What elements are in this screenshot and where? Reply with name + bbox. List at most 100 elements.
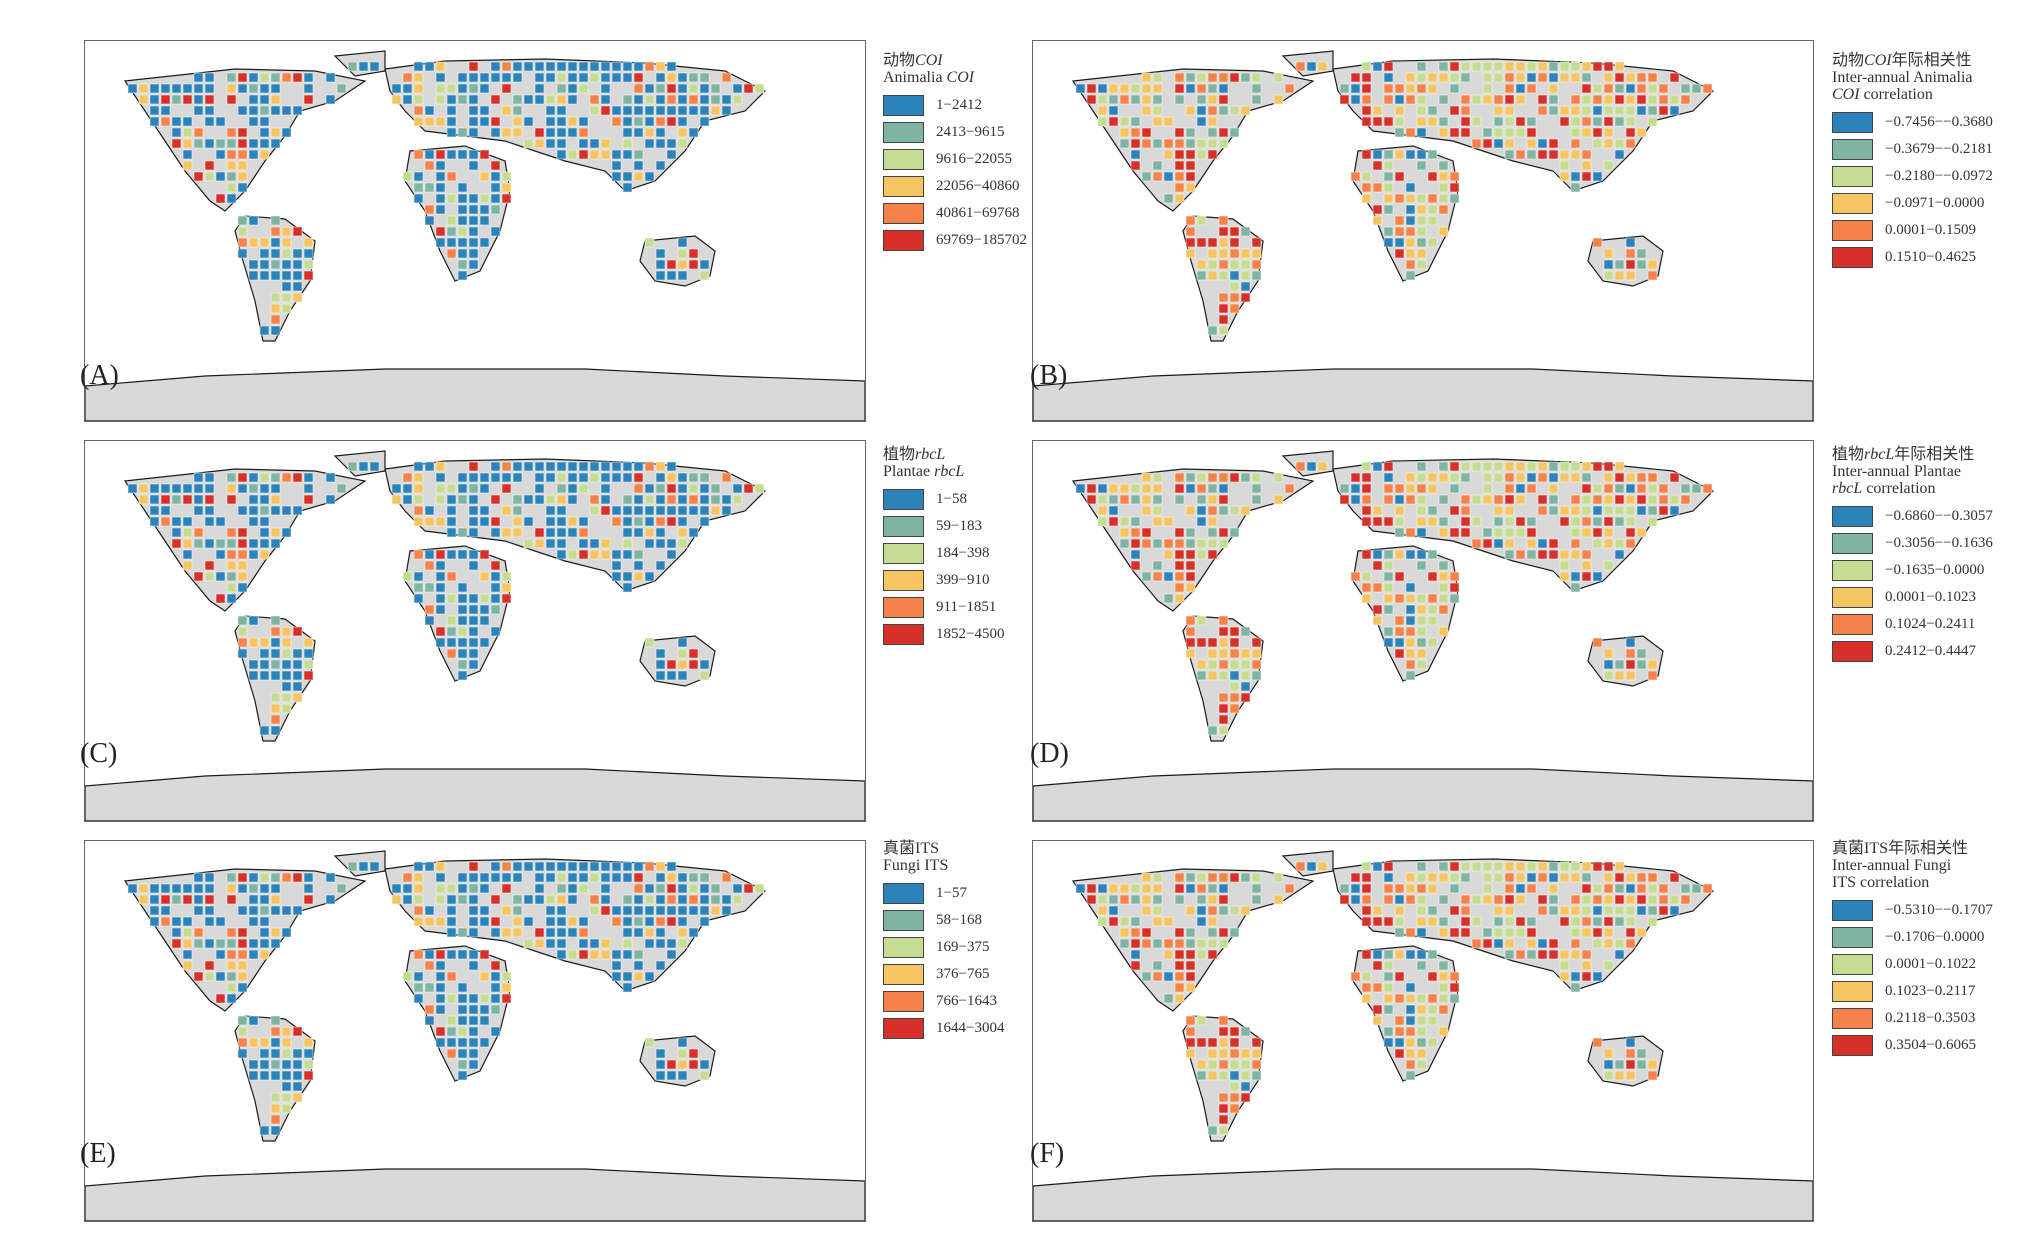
grid-cell (270, 248, 281, 259)
grid-cell (1581, 861, 1592, 872)
grid-cell (512, 105, 523, 116)
grid-cell (1625, 516, 1636, 527)
grid-cell (567, 916, 578, 927)
legend-swatch (1832, 900, 1873, 921)
grid-cell (1119, 927, 1130, 938)
grid-cell (1130, 149, 1141, 160)
grid-cell (1108, 105, 1119, 116)
grid-cell (545, 127, 556, 138)
grid-cell (226, 938, 237, 949)
grid-cell (1548, 149, 1559, 160)
grid-cell (1130, 116, 1141, 127)
grid-cell (402, 171, 413, 182)
grid-cell (523, 516, 534, 527)
grid-cell (1592, 494, 1603, 505)
grid-cell (259, 538, 270, 549)
grid-cell (391, 94, 402, 105)
grid-cell (633, 83, 644, 94)
grid-cell (1383, 894, 1394, 905)
grid-cell (567, 516, 578, 527)
grid-cell (1119, 883, 1130, 894)
grid-cell (1218, 1037, 1229, 1048)
grid-cell (688, 905, 699, 916)
grid-cell (578, 527, 589, 538)
grid-cell (1625, 894, 1636, 905)
grid-cell (699, 472, 710, 483)
grid-cell (1174, 182, 1185, 193)
grid-cell (1130, 938, 1141, 949)
grid-cell (1504, 938, 1515, 949)
grid-cell (1240, 226, 1251, 237)
grid-cell (248, 516, 259, 527)
grid-cell (1427, 472, 1438, 483)
legend-item: 59−183 (883, 513, 1004, 540)
grid-cell (270, 314, 281, 325)
grid-cell (215, 171, 226, 182)
grid-cell (1669, 105, 1680, 116)
grid-cell (1658, 483, 1669, 494)
grid-cell (1493, 505, 1504, 516)
grid-cell (1405, 1059, 1416, 1070)
grid-cell (1504, 916, 1515, 927)
grid-cell (1119, 138, 1130, 149)
grid-cell (1438, 960, 1449, 971)
grid-cell (237, 938, 248, 949)
grid-cell (534, 461, 545, 472)
grid-cell (644, 861, 655, 872)
grid-cell (270, 670, 281, 681)
grid-cell (1229, 259, 1240, 270)
grid-cell (578, 938, 589, 949)
grid-cell (1207, 116, 1218, 127)
grid-cell (1680, 894, 1691, 905)
grid-cell (270, 905, 281, 916)
grid-cell (160, 883, 171, 894)
grid-cell (1218, 1070, 1229, 1081)
grid-cell (303, 648, 314, 659)
legend-item: −0.7456−−0.3680 (1832, 109, 1993, 136)
grid-cell (501, 472, 512, 483)
grid-cell (457, 593, 468, 604)
grid-cell (589, 461, 600, 472)
grid-cell (281, 1059, 292, 1070)
grid-cell (1647, 1070, 1658, 1081)
grid-cell (226, 538, 237, 549)
grid-cell (622, 527, 633, 538)
legend-swatch (883, 570, 924, 591)
grid-cell (1570, 105, 1581, 116)
grid-cell (611, 861, 622, 872)
grid-cell (270, 538, 281, 549)
grid-cell (1141, 72, 1152, 83)
grid-cell (1537, 861, 1548, 872)
grid-cell (611, 472, 622, 483)
grid-cell (413, 993, 424, 1004)
grid-cell (666, 94, 677, 105)
grid-cell (523, 938, 534, 949)
grid-cell (1416, 993, 1427, 1004)
grid-cell (556, 516, 567, 527)
grid-cell (644, 483, 655, 494)
grid-cell (402, 72, 413, 83)
grid-cell (1207, 1070, 1218, 1081)
grid-cell (1405, 604, 1416, 615)
grid-cell (1229, 472, 1240, 483)
grid-cell (193, 905, 204, 916)
grid-cell (1625, 1037, 1636, 1048)
grid-cell (567, 549, 578, 560)
grid-cell (1405, 593, 1416, 604)
grid-cell (468, 1004, 479, 1015)
grid-cell (1625, 494, 1636, 505)
grid-cell (622, 138, 633, 149)
grid-cell (1141, 527, 1152, 538)
grid-cell (1570, 971, 1581, 982)
grid-cell (413, 982, 424, 993)
grid-cell (611, 160, 622, 171)
grid-cell (1185, 1048, 1196, 1059)
grid-cell (1306, 861, 1317, 872)
grid-cell (633, 461, 644, 472)
grid-cell (1229, 659, 1240, 670)
grid-cell (644, 637, 655, 648)
grid-cell (1592, 916, 1603, 927)
grid-cell (193, 494, 204, 505)
grid-cell (1207, 938, 1218, 949)
grid-cell (490, 993, 501, 1004)
